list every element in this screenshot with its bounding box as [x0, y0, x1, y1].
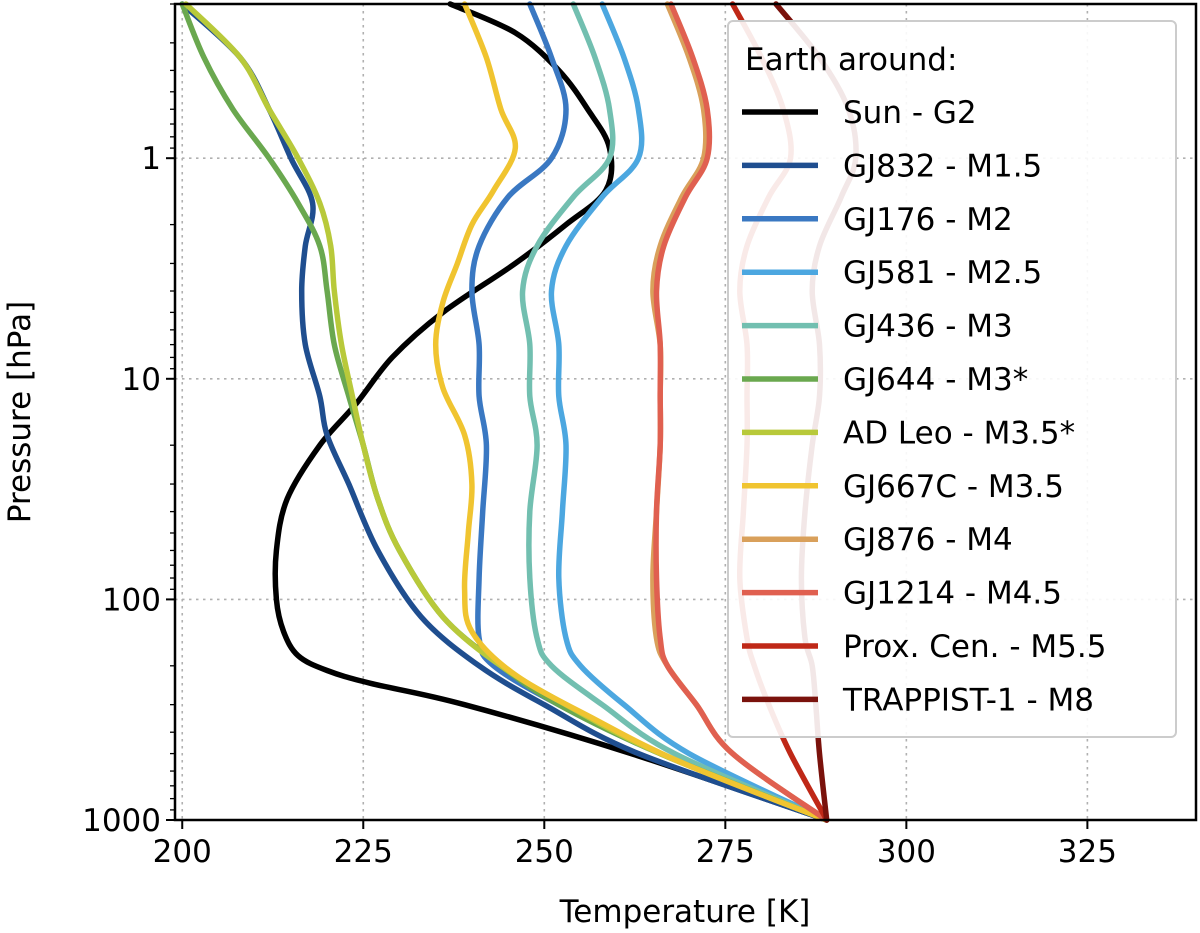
x-tick-label: 200	[153, 834, 212, 870]
plot-frame	[173, 2, 1198, 822]
legend-box	[727, 20, 1177, 738]
legend-title: Earth around:	[745, 42, 957, 78]
series-line-gj436-m3	[519, 1, 830, 823]
legend-label-gj644-m3: GJ644 - M3*	[843, 362, 1028, 398]
x-tick-label: 225	[334, 834, 393, 870]
legend-label-gj176-m2: GJ176 - M2	[843, 202, 1013, 238]
axis-ticks: 200 225 250 275 300 325 1 10 100 1000	[82, 3, 1117, 870]
legend-label-gj876-m4: GJ876 - M4	[843, 522, 1013, 558]
series-lines	[179, 1, 859, 823]
x-axis-label: Temperature [K]	[559, 894, 811, 930]
series-line-gj581-m2-5	[548, 1, 830, 823]
x-tick-label: 250	[515, 834, 574, 870]
legend-label-sun-g2: Sun - G2	[843, 95, 977, 131]
y-tick-label: 1000	[82, 803, 161, 839]
y-tick-label: 10	[122, 362, 161, 398]
x-tick-label: 325	[1058, 834, 1117, 870]
series-line-sun-g2	[272, 1, 830, 823]
legend-label-gj436-m3: GJ436 - M3	[843, 309, 1013, 345]
legend: Earth around: Sun - G2 GJ832 - M1.5 GJ176 …	[727, 20, 1177, 738]
series-line-gj1214-m4-5	[653, 1, 830, 823]
legend-label-gj1214-m4-5: GJ1214 - M4.5	[843, 576, 1062, 612]
series-line-gj832-m1-5	[179, 1, 830, 823]
legend-label-gj667c-m3-5: GJ667C - M3.5	[843, 469, 1064, 505]
y-tick-label: 1	[141, 141, 161, 177]
series-line-gj667c-m3-5	[432, 1, 830, 823]
x-tick-label: 300	[877, 834, 936, 870]
legend-label-gj832-m1-5: GJ832 - M1.5	[843, 148, 1042, 184]
legend-label-gj581-m2-5: GJ581 - M2.5	[843, 255, 1042, 291]
legend-items: Sun - G2 GJ832 - M1.5 GJ176 - M2 GJ581 - M2…	[742, 95, 1106, 718]
legend-label-ad-leo-m3-5: AD Leo - M3.5*	[843, 415, 1075, 451]
y-tick-label: 100	[102, 582, 161, 618]
y-axis-label: Pressure [hPa]	[2, 301, 38, 523]
x-tick-label: 275	[696, 834, 755, 870]
legend-label-trappist-1-m8: TRAPPIST-1 - M8	[842, 682, 1094, 718]
legend-label-prox-cen-m5-5: Prox. Cen. - M5.5	[843, 629, 1106, 665]
